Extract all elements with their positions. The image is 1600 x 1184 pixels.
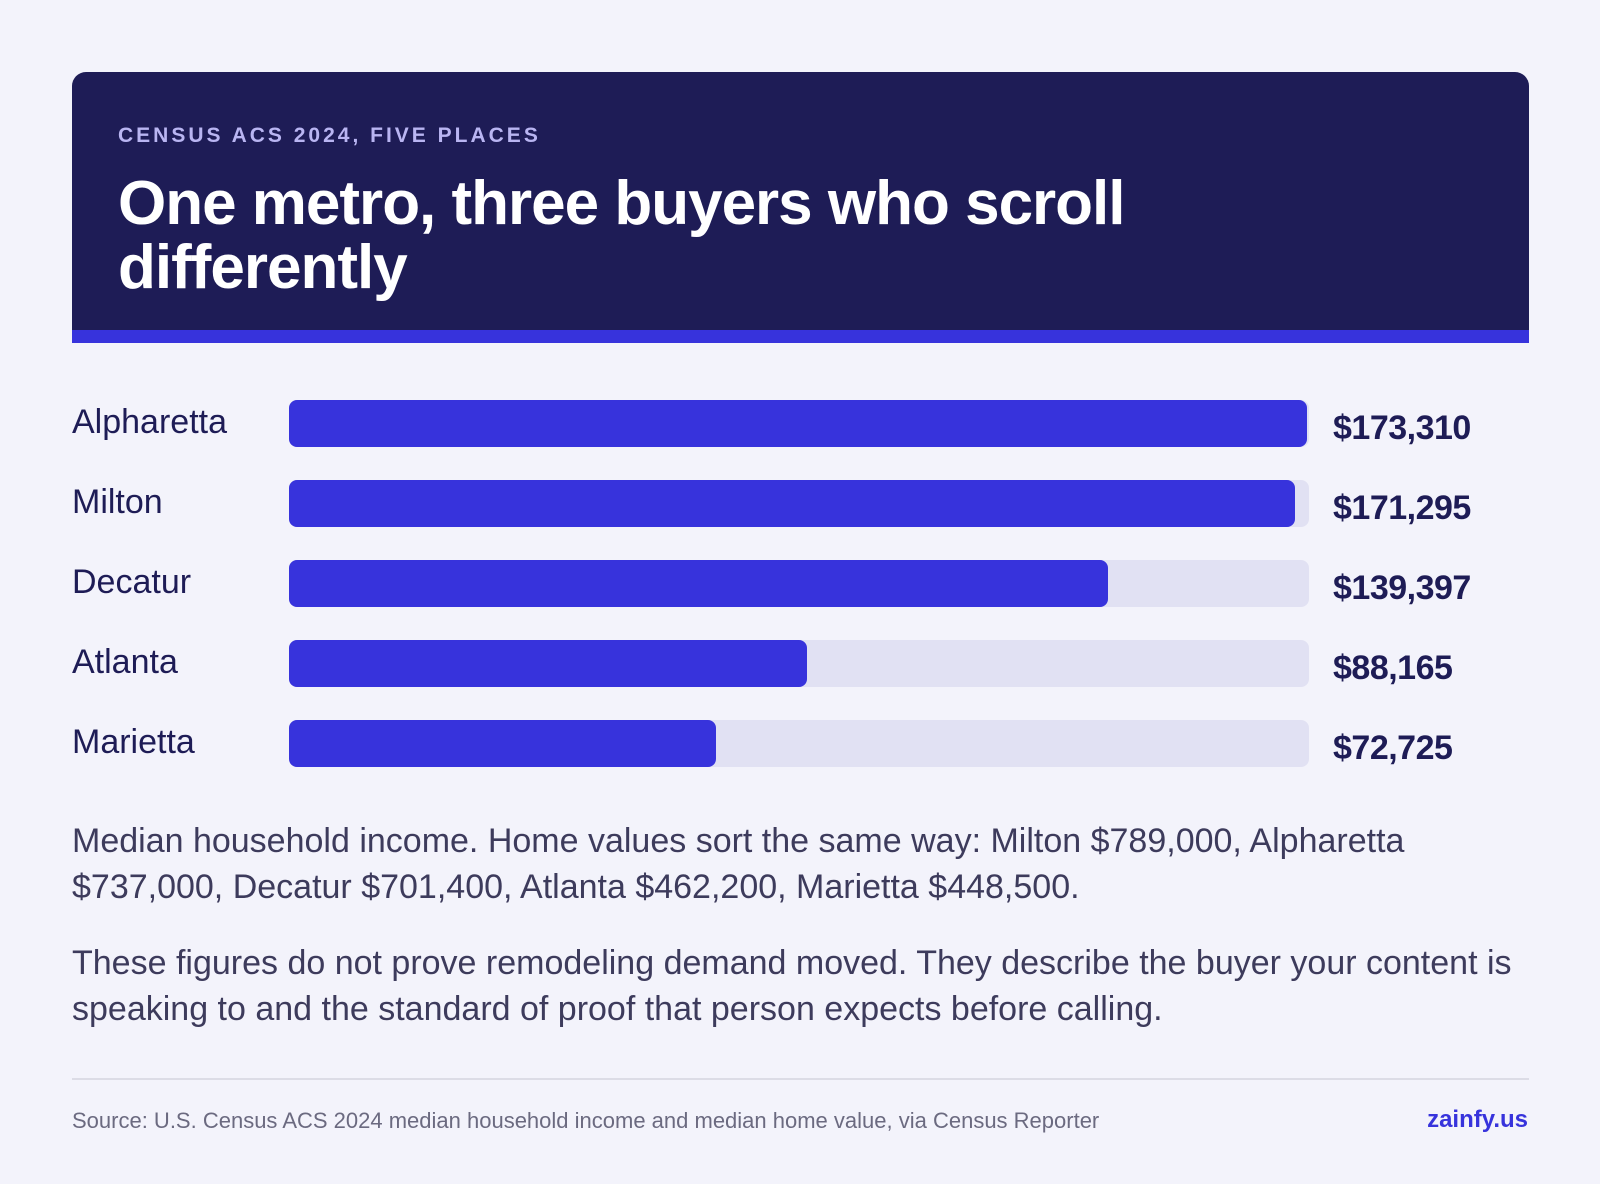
bar-category-label: Decatur [72, 563, 192, 601]
bar-category-label: Milton [72, 483, 163, 521]
bar-track [289, 720, 1309, 767]
bar-row: Decatur $139,397 [72, 560, 1529, 608]
bar-row: Atlanta $88,165 [72, 640, 1529, 688]
bar-row: Marietta $72,725 [72, 720, 1529, 768]
bar-track [289, 560, 1309, 607]
note-income: Median household income. Home values sor… [72, 822, 1405, 906]
bar [289, 560, 1108, 607]
bar [289, 400, 1307, 447]
bar-category-label: Marietta [72, 723, 195, 761]
bar-track [289, 400, 1309, 447]
bar-category-label: Atlanta [72, 643, 178, 681]
bar-value-label: $72,725 [1333, 729, 1453, 767]
bar-value-label: $173,310 [1333, 409, 1471, 447]
chart-title: One metro, three buyers who scroll diffe… [118, 169, 1126, 302]
bar-row: Milton $171,295 [72, 480, 1529, 528]
bar-chart: Alpharetta $173,310 Milton $171,295 Decatur $… [72, 400, 1529, 780]
bar-value-label: $171,295 [1333, 489, 1471, 527]
note-caveat: These figures do not prove remodeling de… [72, 944, 1512, 1028]
bar-category-label: Alpharetta [72, 403, 227, 441]
bar [289, 640, 807, 687]
bar [289, 480, 1295, 527]
chart-header: CENSUS ACS 2024, FIVE PLACES One metro, … [72, 72, 1529, 330]
kicker: CENSUS ACS 2024, FIVE PLACES [118, 124, 541, 147]
bar-track [289, 480, 1309, 527]
source-note: Source: U.S. Census ACS 2024 median hous… [72, 1108, 1100, 1133]
bar-value-label: $139,397 [1333, 569, 1471, 607]
header-accent-bar [72, 330, 1529, 343]
bar-value-label: $88,165 [1333, 649, 1453, 687]
bar-track [289, 640, 1309, 687]
bar [289, 720, 716, 767]
footer-divider [72, 1078, 1529, 1080]
brand-link[interactable]: zainfy.us [1427, 1106, 1528, 1133]
bar-row: Alpharetta $173,310 [72, 400, 1529, 448]
